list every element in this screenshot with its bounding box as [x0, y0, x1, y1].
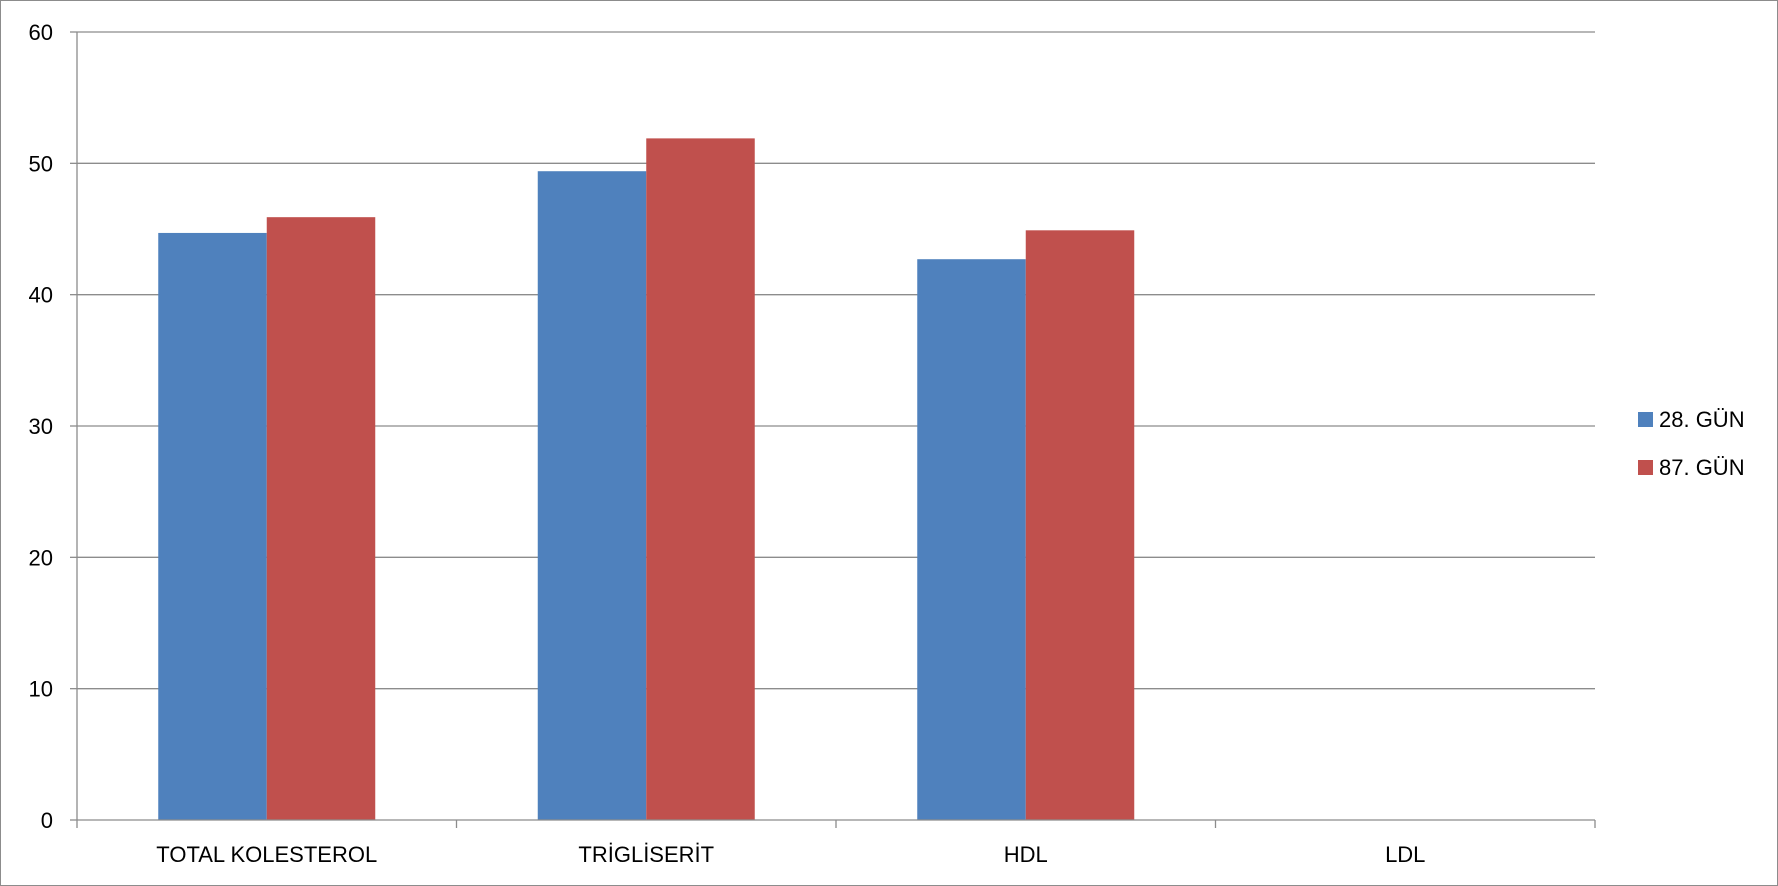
legend: 28. GÜN 87. GÜN	[1638, 407, 1745, 480]
bar	[266, 217, 376, 820]
y-tick-label: 20	[29, 545, 53, 570]
bar	[537, 171, 647, 821]
y-tick-label: 50	[29, 151, 53, 176]
axes	[70, 31, 1596, 828]
bars	[158, 138, 1135, 821]
legend-label: 28. GÜN	[1659, 407, 1745, 432]
legend-swatch	[1638, 412, 1653, 427]
bar	[917, 259, 1026, 820]
y-tick-label: 40	[29, 283, 53, 308]
bar	[646, 138, 755, 820]
x-category-label: LDL	[1385, 842, 1425, 867]
legend-label: 87. GÜN	[1659, 455, 1745, 480]
bar	[1025, 230, 1135, 820]
x-category-labels: TOTAL KOLESTEROL TRİGLİSERİT HDL LDL	[156, 842, 1425, 867]
legend-swatch	[1638, 460, 1653, 475]
x-category-label: TOTAL KOLESTEROL	[156, 842, 377, 867]
y-tick-labels: 0 10 20 30 40 50 60	[29, 20, 53, 833]
y-tick-label: 60	[29, 20, 53, 45]
y-tick-label: 30	[29, 414, 53, 439]
bar	[158, 232, 267, 820]
x-category-label: TRİGLİSERİT	[578, 842, 714, 867]
y-tick-label: 0	[41, 808, 53, 833]
y-tick-label: 10	[29, 677, 53, 702]
x-category-label: HDL	[1004, 842, 1048, 867]
